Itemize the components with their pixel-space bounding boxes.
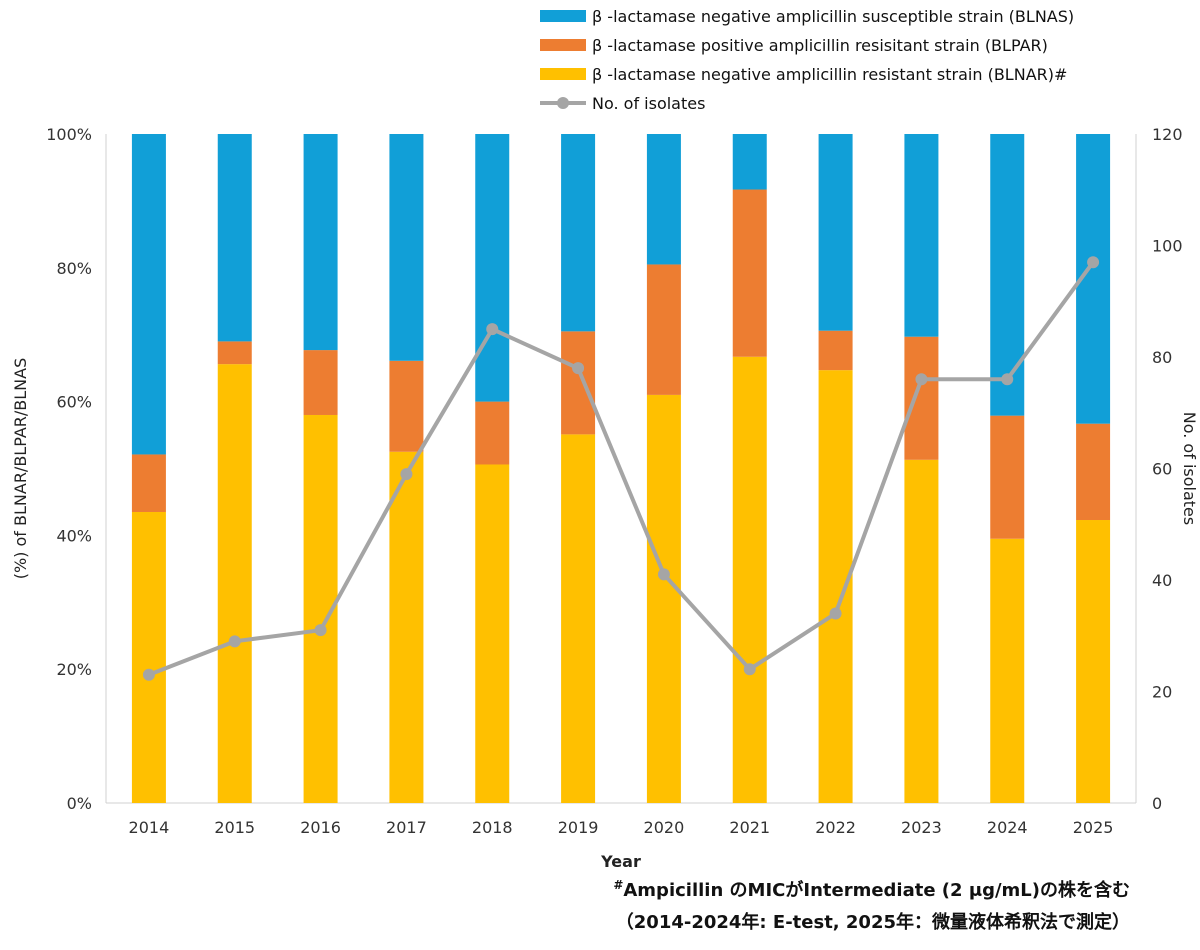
y-tick-label: 40% (56, 526, 92, 545)
bar-segment-blnar (646, 394, 681, 803)
bar-segment-blnas (990, 134, 1025, 416)
legend-swatch (540, 68, 586, 80)
isolates-point (314, 624, 327, 637)
bar-segment-blnas (904, 134, 939, 337)
bar-segment-blnar (732, 356, 767, 803)
legend-label: No. of isolates (592, 94, 705, 113)
bar-segment-blpar (303, 350, 338, 415)
legend-label: β -lactamase positive amplicillin resisi… (592, 36, 1048, 55)
y-tick-label: 80% (56, 259, 92, 278)
y-tick-label: 60% (56, 393, 92, 412)
footnote-line-2: （2014-2024年: E-test, 2025年：微量液体希釈法で測定） (616, 908, 1130, 934)
isolates-point (829, 607, 842, 620)
y-tick-label: 0% (67, 794, 92, 813)
bar-segment-blnas (561, 134, 596, 332)
legend-swatch (540, 10, 586, 22)
isolates-point (572, 362, 585, 375)
bar-segment-blnar (990, 538, 1025, 803)
isolates-point (228, 635, 241, 648)
y-tick-label: 100% (46, 125, 92, 144)
y2-tick-label: 120 (1152, 125, 1183, 144)
bar-segment-blnas (303, 134, 338, 351)
x-tick-label: 2024 (987, 818, 1028, 837)
x-tick-label: 2014 (129, 818, 170, 837)
legend-swatch (540, 39, 586, 51)
x-axis-title: Year (600, 852, 641, 871)
footnote-text-1: Ampicillin のMICがIntermediate (2 μg/mL)の株… (623, 880, 1130, 901)
x-tick-label: 2021 (729, 818, 770, 837)
x-tick-label: 2018 (472, 818, 513, 837)
bar-segment-blnar (389, 451, 424, 803)
bar-segment-blnas (732, 134, 767, 190)
bar-segment-blnas (818, 134, 853, 331)
bar-segment-blpar (818, 330, 853, 371)
bar-segment-blpar (561, 331, 596, 435)
bar-segment-blpar (904, 336, 939, 460)
footnote-text-2: （2014-2024年: E-test, 2025年：微量液体希釈法で測定） (615, 912, 1130, 933)
bar-segment-blpar (646, 264, 681, 395)
bar-segment-blnar (561, 434, 596, 803)
x-tick-label: 2022 (815, 818, 856, 837)
isolates-point (743, 663, 756, 676)
x-tick-label: 2020 (644, 818, 685, 837)
x-tick-label: 2025 (1073, 818, 1114, 837)
bar-segment-blnas (217, 134, 252, 342)
y2-axis-title: No. of isolates (1180, 412, 1199, 525)
isolates-point (400, 468, 413, 481)
footnote-mark: # (613, 878, 624, 892)
legend-marker (557, 97, 569, 109)
x-tick-label: 2016 (300, 818, 341, 837)
y2-tick-label: 80 (1152, 348, 1172, 367)
bar-segment-blnas (389, 134, 424, 361)
isolates-point (142, 668, 155, 681)
y2-tick-label: 20 (1152, 683, 1172, 702)
bar-segment-blpar (131, 454, 166, 512)
legend-label: β -lactamase negative amplicillin suscep… (592, 7, 1074, 26)
bar-segment-blnas (646, 134, 681, 265)
legend-label: β -lactamase negative amplicillin resist… (592, 65, 1067, 84)
bar-segment-blpar (1076, 423, 1111, 521)
isolates-point (657, 568, 670, 581)
isolates-line (148, 261, 1095, 677)
y-axis-title: (%) of BLNAR/BLPAR/BLNAS (11, 358, 30, 580)
bar-segment-blpar (217, 341, 252, 365)
x-tick-label: 2019 (558, 818, 599, 837)
bar-segment-blnar (1076, 520, 1111, 803)
y2-tick-label: 40 (1152, 571, 1172, 590)
bar-segment-blpar (732, 189, 767, 357)
x-tick-label: 2015 (214, 818, 255, 837)
bar-segment-blnar (217, 364, 252, 803)
bar-segment-blnas (131, 134, 166, 455)
x-tick-label: 2023 (901, 818, 942, 837)
bar-segment-blpar (475, 401, 510, 465)
footnote-line-1: #Ampicillin のMICがIntermediate (2 μg/mL)の… (613, 876, 1130, 902)
y-tick-label: 20% (56, 660, 92, 679)
isolates-point (915, 373, 928, 386)
x-tick-label: 2017 (386, 818, 427, 837)
bar-segment-blnar (904, 459, 939, 803)
isolates-point (1001, 373, 1014, 386)
bar-segment-blnar (475, 464, 510, 803)
bar-segment-blpar (990, 415, 1025, 539)
y2-tick-label: 0 (1152, 794, 1162, 813)
bar-segment-blnar (131, 511, 166, 803)
isolates-point (486, 323, 499, 336)
isolates-point (1087, 256, 1100, 269)
bar-segment-blpar (389, 360, 424, 452)
y2-tick-label: 60 (1152, 460, 1172, 479)
bar-segment-blnas (475, 134, 510, 402)
y2-tick-label: 100 (1152, 237, 1183, 256)
